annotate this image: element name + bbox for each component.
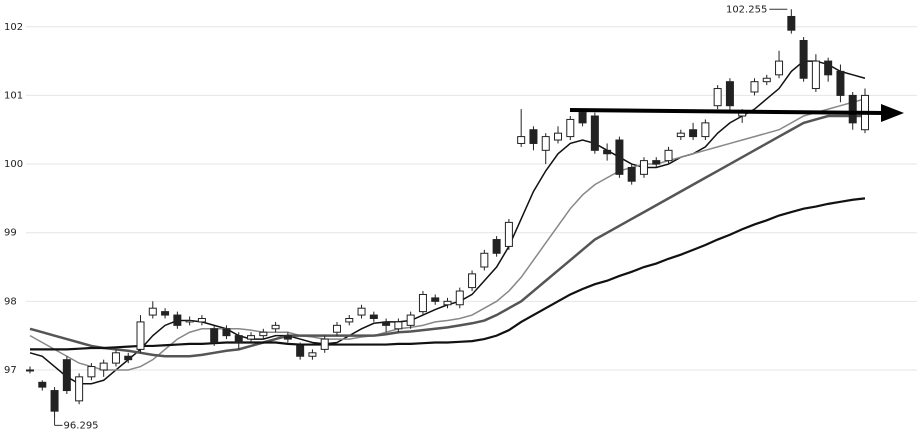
- arrow-shaft: [569, 108, 886, 115]
- candle-body: [136, 321, 145, 350]
- candle-body: [382, 321, 391, 326]
- y-tick-label: 102: [4, 22, 23, 33]
- candle-body: [75, 376, 84, 402]
- annotation-label: 96.295: [64, 420, 99, 429]
- trend-arrow: [569, 104, 904, 122]
- candle-body: [124, 355, 133, 361]
- candle-body: [259, 331, 268, 337]
- candle-body: [345, 317, 354, 323]
- candle-body: [332, 324, 341, 333]
- y-tick-label: 100: [4, 159, 23, 170]
- candle-body: [603, 149, 612, 155]
- candle-body: [308, 352, 317, 357]
- candle-body: [689, 129, 698, 138]
- candle-body: [578, 112, 587, 124]
- candle-body: [234, 335, 243, 344]
- y-tick-label: 97: [4, 365, 17, 376]
- y-tick-label: 98: [4, 296, 17, 307]
- candle-body: [554, 132, 563, 141]
- annotation-label: 102.255: [726, 4, 767, 15]
- candle-body: [357, 307, 366, 316]
- candle-body: [173, 314, 182, 326]
- candle-body: [676, 132, 685, 138]
- candle-body: [247, 335, 256, 340]
- candle-body: [811, 60, 820, 90]
- candle-body: [62, 359, 71, 392]
- candle-body: [517, 136, 526, 144]
- candle-body: [836, 70, 845, 96]
- candle-body: [148, 307, 157, 316]
- candle-body: [210, 328, 219, 344]
- candle-body: [296, 345, 305, 357]
- candle-body: [394, 321, 403, 330]
- candle-body: [320, 338, 329, 350]
- ma-line: [29, 98, 866, 371]
- candle-body: [762, 77, 771, 83]
- ma-line: [29, 60, 866, 385]
- candle-body: [775, 60, 784, 76]
- candle-body: [468, 273, 477, 289]
- candle-body: [26, 369, 34, 372]
- candle-body: [369, 314, 378, 319]
- candle-body: [590, 115, 599, 151]
- ma-line: [29, 114, 865, 358]
- candle-body: [283, 335, 292, 340]
- candle-body: [197, 317, 206, 323]
- arrow-head: [881, 104, 904, 122]
- candle-body: [725, 81, 734, 107]
- candle-body: [431, 297, 440, 302]
- candle-body: [406, 314, 415, 326]
- candle-body: [799, 39, 808, 79]
- ma-line: [30, 197, 866, 351]
- candle-body: [652, 160, 661, 165]
- y-tick-label: 99: [4, 228, 17, 239]
- candle-body: [38, 381, 47, 388]
- candle-body: [492, 239, 501, 254]
- candle-body: [99, 362, 108, 371]
- candle-body: [87, 366, 96, 378]
- candle-body: [443, 300, 452, 306]
- candle-body: [480, 252, 489, 268]
- candle-body: [185, 320, 194, 323]
- grid: 97 98 99 100 101 102: [4, 22, 917, 376]
- candle-body: [627, 166, 636, 182]
- candle-body: [750, 81, 759, 93]
- candle-body: [529, 129, 538, 144]
- candle-body: [824, 60, 833, 76]
- candle-body: [504, 221, 513, 247]
- candle-body: [455, 290, 464, 306]
- candles: [26, 9, 869, 419]
- candle-body: [541, 136, 550, 151]
- candle-body: [161, 311, 170, 316]
- y-tick-label: 101: [4, 90, 23, 101]
- candle-body: [566, 118, 575, 138]
- candle-body: [50, 390, 59, 412]
- candle-body: [848, 94, 857, 124]
- candle-body: [615, 139, 624, 175]
- candle-body: [713, 88, 722, 107]
- candle-body: [787, 15, 796, 31]
- candle-body: [222, 328, 231, 337]
- candle-body: [111, 352, 120, 364]
- candle-body: [418, 293, 427, 313]
- candle-body: [271, 324, 280, 330]
- moving-averages: [29, 60, 866, 385]
- candle-body: [639, 160, 648, 175]
- candle-body: [701, 122, 710, 138]
- candle-body: [664, 149, 673, 162]
- annotations: 102.255 96.295: [54, 4, 788, 429]
